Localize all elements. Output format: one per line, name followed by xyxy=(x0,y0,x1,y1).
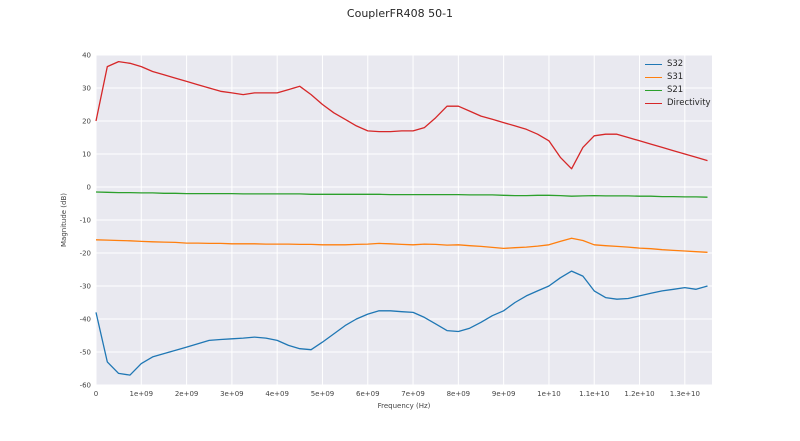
y-tick-label: 10 xyxy=(82,151,91,159)
x-tick-label: 3e+09 xyxy=(220,390,244,398)
y-tick-label: 20 xyxy=(82,118,91,126)
x-tick-label: 6e+09 xyxy=(356,390,380,398)
x-tick-label: 9e+09 xyxy=(492,390,516,398)
legend-line-icon xyxy=(645,103,662,104)
y-tick-label: -40 xyxy=(80,316,91,324)
x-tick-label: 8e+09 xyxy=(447,390,471,398)
legend: S32 S31 S21 Directivity xyxy=(645,57,711,109)
y-axis-label: Magnitude (dB) xyxy=(60,193,68,247)
x-tick-label: 0 xyxy=(94,390,98,398)
x-tick-label: 1.2e+10 xyxy=(624,390,654,398)
legend-label: S32 xyxy=(667,59,684,69)
legend-label: S21 xyxy=(667,85,684,95)
legend-item-s32: S32 xyxy=(645,57,711,70)
y-tick-label: -10 xyxy=(80,217,91,225)
y-tick-label: 30 xyxy=(82,85,91,93)
legend-line-icon xyxy=(645,77,662,78)
y-tick-label: -60 xyxy=(80,382,91,390)
legend-label: S31 xyxy=(667,72,684,82)
series-line-s31 xyxy=(95,237,708,253)
x-tick-label: 4e+09 xyxy=(265,390,289,398)
legend-line-icon xyxy=(645,90,662,91)
legend-item-directivity: Directivity xyxy=(645,96,711,109)
y-tick-label: -50 xyxy=(80,349,91,357)
legend-item-s21: S21 xyxy=(645,83,711,96)
x-tick-label: 7e+09 xyxy=(401,390,425,398)
series-line-s21 xyxy=(95,191,708,198)
legend-label: Directivity xyxy=(667,98,711,108)
x-tick-label: 1e+09 xyxy=(130,390,154,398)
legend-item-s31: S31 xyxy=(645,70,711,83)
x-tick-label: 1.1e+10 xyxy=(579,390,609,398)
x-tick-label: 1e+10 xyxy=(537,390,561,398)
chart-title: CouplerFR408 50-1 xyxy=(346,7,454,20)
series-line-s32 xyxy=(95,270,708,376)
x-tick-label: 1.3e+10 xyxy=(670,390,700,398)
x-tick-label: 5e+09 xyxy=(311,390,335,398)
legend-line-icon xyxy=(645,64,662,65)
y-tick-label: 0 xyxy=(87,184,91,192)
y-tick-label: -30 xyxy=(80,283,91,291)
y-tick-label: -20 xyxy=(80,250,91,258)
series-line-directivity xyxy=(95,60,708,170)
x-tick-label: 2e+09 xyxy=(175,390,199,398)
y-tick-label: 40 xyxy=(82,52,91,60)
x-axis-label: Frequency (Hz) xyxy=(378,402,431,410)
